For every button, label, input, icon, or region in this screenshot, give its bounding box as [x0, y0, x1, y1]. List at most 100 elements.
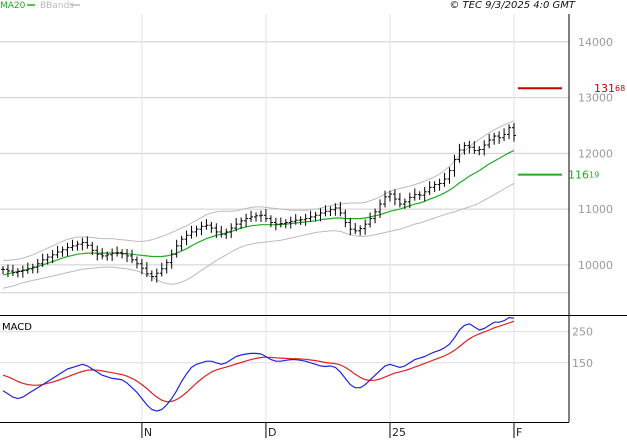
resistance-level: 131 68 [518, 82, 625, 95]
price-levels: 131 68 116 19 [518, 82, 625, 182]
price-bar [129, 249, 134, 264]
price-tick-label: 14000 [578, 36, 613, 49]
price-bar [343, 209, 348, 228]
price-bar [144, 262, 149, 278]
time-tick-label: D [268, 426, 276, 439]
price-bar [55, 245, 60, 259]
price-bar [507, 124, 512, 140]
time-tick-label: N [144, 426, 152, 439]
legend-bbands: BBands [40, 1, 74, 11]
macd-signal-line [2, 320, 515, 403]
price-bar [417, 191, 422, 200]
price-bar [149, 270, 154, 282]
price-bar [447, 167, 452, 184]
month-gridlines [141, 14, 515, 422]
price-bar [10, 264, 15, 276]
price-bar [432, 181, 437, 193]
price-bar [442, 172, 447, 187]
price-bar [169, 249, 174, 269]
price-bar [164, 259, 169, 274]
bbands-upper-line [3, 120, 515, 261]
price-bar [358, 225, 363, 236]
level-value: 131 [594, 82, 615, 95]
bbands-lower-line [2, 183, 515, 289]
macd-line [2, 317, 515, 412]
price-bar [293, 214, 298, 225]
price-bars [1, 122, 516, 283]
macd-tick-label: 150 [572, 357, 593, 370]
price-bar [412, 188, 417, 201]
price-bar [35, 258, 40, 274]
price-bar [30, 263, 35, 274]
price-bar [348, 217, 353, 236]
macd-series [2, 317, 515, 412]
price-bar [502, 128, 507, 142]
ma20-line [2, 150, 515, 276]
price-bar [487, 133, 492, 149]
price-bar [427, 181, 432, 196]
price-bar [268, 215, 273, 228]
price-bar [115, 246, 120, 257]
time-tick-label: 25 [392, 426, 406, 439]
bollinger-bands [2, 120, 515, 289]
price-bar [482, 140, 487, 156]
price-bar [214, 223, 219, 239]
price-bar [512, 122, 516, 142]
price-axis-ticks: 14000 13000 12000 11000 10000 [578, 36, 613, 272]
price-bar [105, 251, 110, 261]
price-bar [263, 209, 268, 222]
price-bar [363, 219, 368, 235]
price-bar [85, 236, 90, 249]
price-bar [333, 203, 338, 216]
price-bar [134, 256, 139, 269]
price-bar [184, 230, 189, 246]
price-bar [457, 143, 462, 163]
price-bar [338, 201, 343, 217]
price-bar [125, 248, 130, 263]
price-bar [407, 192, 412, 208]
price-bar [402, 198, 407, 209]
price-bar [288, 216, 293, 229]
level-value: 116 [568, 169, 589, 182]
price-gridlines [0, 41, 569, 294]
price-bar [159, 262, 164, 277]
price-bar [378, 199, 383, 219]
price-bar [5, 264, 10, 278]
time-tick-label: F [516, 426, 522, 439]
price-bar [387, 190, 392, 202]
price-bar [497, 131, 502, 144]
price-bar [90, 241, 95, 256]
price-tick-label: 12000 [578, 147, 613, 160]
price-bar [189, 225, 194, 239]
copyright-timestamp: © TEC 9/3/2025 4:0 GMT [449, 0, 576, 11]
price-tick-label: 11000 [578, 203, 613, 216]
price-bar [204, 219, 209, 230]
price-bar [199, 221, 204, 236]
price-bar [318, 208, 323, 222]
price-bar [244, 213, 249, 227]
price-bar [179, 235, 184, 251]
price-bar [249, 210, 254, 222]
price-bar [70, 239, 75, 251]
price-bar [95, 245, 100, 261]
price-bar [65, 242, 70, 256]
macd-tick-label: 250 [572, 326, 593, 339]
price-bar [313, 211, 318, 222]
price-tick-label: 10000 [578, 259, 613, 272]
level-decimals: 68 [615, 84, 625, 93]
price-bar [472, 141, 477, 154]
price-bar [452, 154, 457, 177]
ma20-series [2, 150, 515, 276]
price-bar [1, 265, 5, 275]
price-bar [120, 249, 125, 259]
macd-panel-label: MACD [2, 322, 32, 333]
price-bar [20, 265, 25, 278]
price-bar [328, 206, 333, 217]
price-tick-label: 13000 [578, 92, 613, 105]
price-bar [45, 253, 50, 265]
price-bar [383, 190, 388, 208]
price-bar [397, 192, 402, 208]
legend-ma20: MA20 [0, 1, 26, 11]
price-bar [278, 217, 283, 228]
